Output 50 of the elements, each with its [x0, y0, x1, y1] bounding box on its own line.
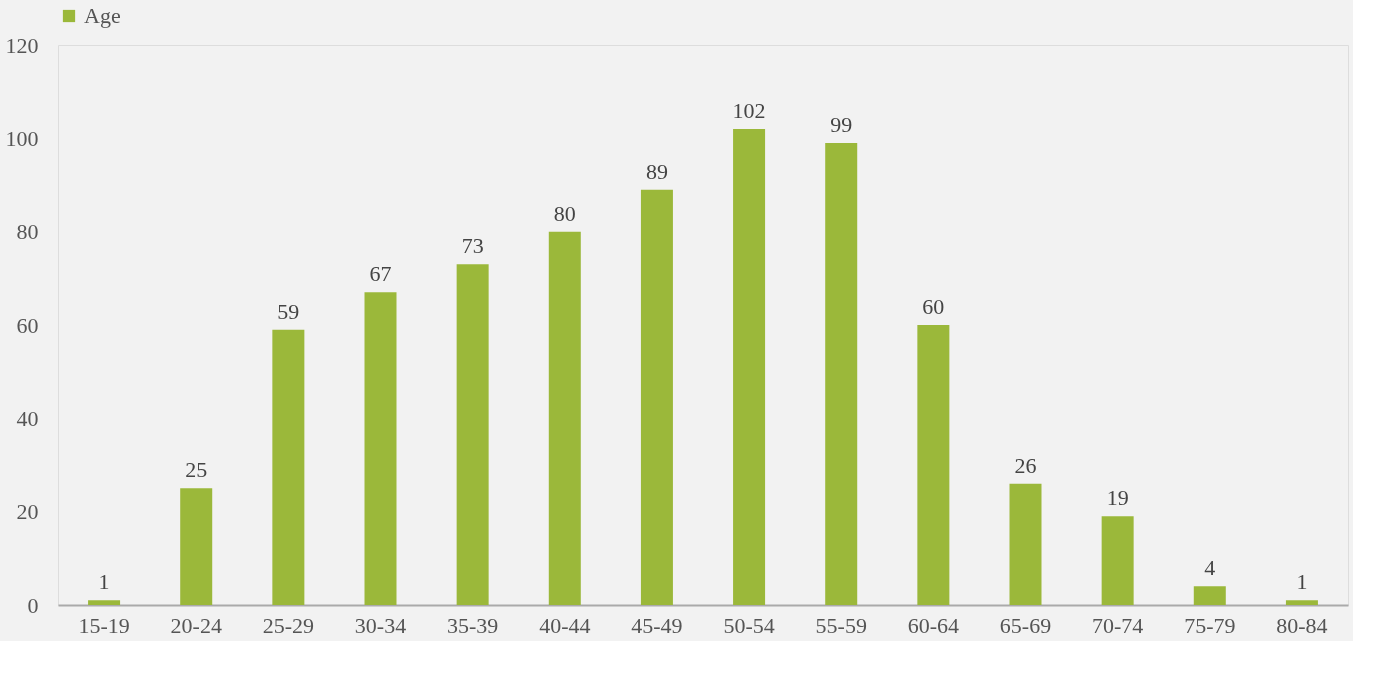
bar [1285, 600, 1318, 605]
data-label: 59 [277, 298, 300, 324]
x-tick-label: 20-24 [170, 612, 222, 638]
data-label: 102 [732, 98, 766, 123]
y-tick-label: 100 [5, 125, 39, 151]
data-label: 1 [1296, 569, 1308, 595]
y-tick-label: 20 [16, 499, 39, 525]
data-label: 80 [553, 200, 576, 226]
y-tick-label: 0 [27, 592, 39, 618]
legend-label: Age [84, 3, 121, 28]
x-tick-label: 35-39 [446, 612, 499, 638]
y-tick-label: 80 [16, 219, 39, 245]
x-tick-label: 15-19 [78, 612, 130, 638]
y-tick-label: 120 [5, 32, 39, 58]
x-tick-label: 40-44 [539, 612, 591, 638]
x-tick-label: 50-54 [723, 612, 775, 638]
data-label: 73 [461, 233, 484, 259]
bar [1193, 586, 1226, 605]
data-label: 4 [1204, 555, 1216, 581]
x-tick-label: 25-29 [262, 612, 315, 638]
x-tick-label: 75-79 [1184, 612, 1236, 638]
x-tick-label: 60-64 [907, 612, 960, 638]
data-label: 26 [1014, 452, 1037, 478]
bar [548, 231, 581, 605]
bar [917, 325, 950, 605]
bar [825, 143, 858, 605]
y-tick-label: 40 [16, 405, 39, 431]
data-label: 67 [369, 261, 392, 287]
data-label: 89 [645, 158, 668, 184]
x-tick-label: 80-84 [1276, 612, 1328, 638]
bar [272, 329, 305, 605]
x-tick-label: 70-74 [1091, 612, 1144, 638]
data-label: 60 [922, 294, 945, 319]
bar [180, 488, 213, 605]
y-tick-label: 60 [16, 312, 39, 338]
bar [1009, 483, 1042, 605]
bar [456, 264, 489, 605]
x-tick-label: 30-34 [354, 612, 407, 638]
data-label: 1 [98, 569, 110, 595]
data-label: 25 [185, 457, 208, 483]
bar [88, 600, 121, 605]
bar [733, 129, 766, 605]
bar [1101, 516, 1134, 605]
x-tick-label: 45-49 [631, 612, 683, 638]
bar [364, 292, 397, 605]
x-tick-label: 65-69 [999, 612, 1052, 638]
data-label: 19 [1106, 485, 1129, 511]
x-tick-label: 55-59 [815, 612, 867, 638]
data-label: 99 [830, 112, 853, 137]
bar [640, 189, 673, 605]
